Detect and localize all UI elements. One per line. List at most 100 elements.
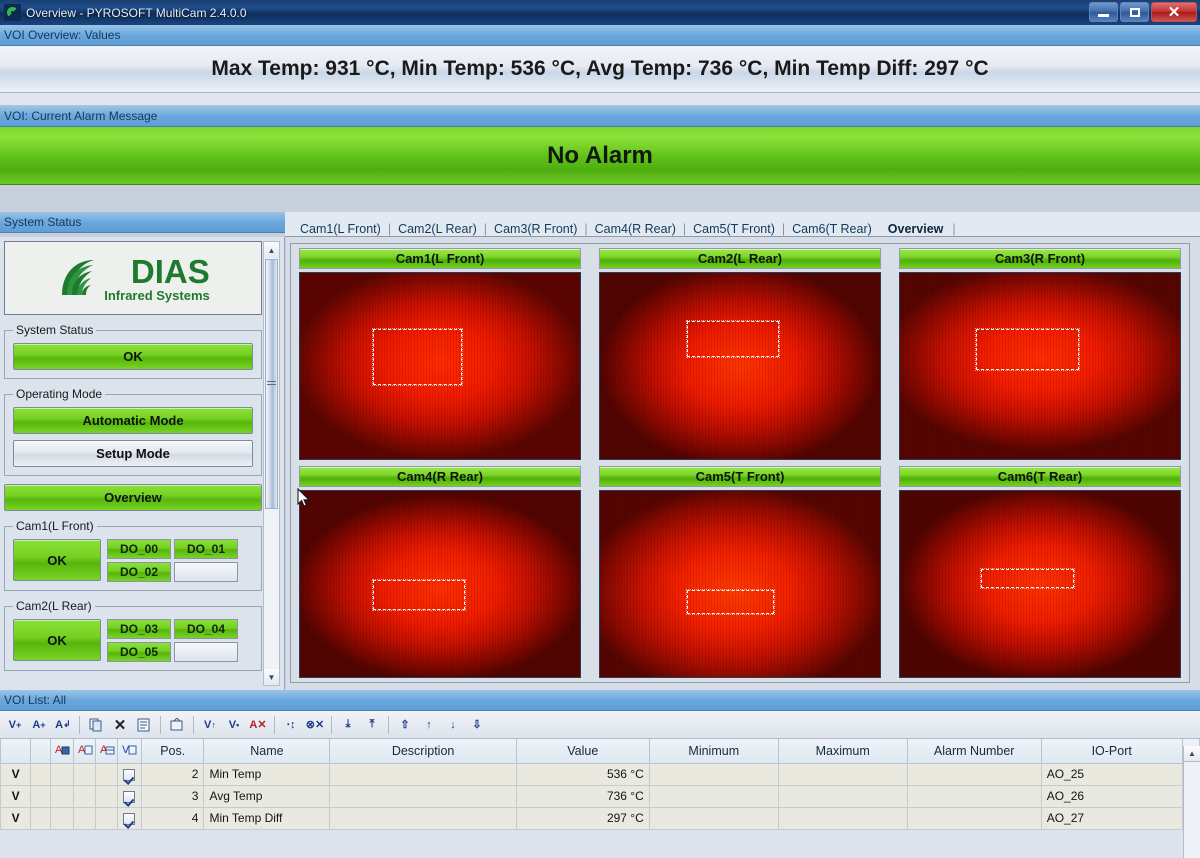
camera-title-cam5[interactable]: Cam5(T Front) [599,466,881,487]
move-up-icon[interactable]: ↑ [426,718,432,731]
sidebar-scroll-down-icon[interactable]: ▼ [264,669,279,685]
row-a-save[interactable] [50,784,74,808]
alarm-edit-icon[interactable]: A ↲ [55,718,71,731]
sidebar-scroll-thumb[interactable] [265,259,278,509]
camera-cell-cam6[interactable]: Cam6(T Rear) [895,466,1185,678]
thermal-image-cam3[interactable] [899,272,1181,460]
do-03[interactable]: DO_03 [107,619,171,639]
sort-icon[interactable]: ⋅↕ [286,719,296,731]
voi-show-icon[interactable]: V ↑ [204,718,216,731]
col-io-port[interactable]: IO-Port [1040,739,1183,764]
camera-cell-cam2[interactable]: Cam2(L Rear) [595,248,885,460]
camera-title-cam4[interactable]: Cam4(R Rear) [299,466,581,487]
maximize-button[interactable] [1120,2,1149,22]
row-visible-checkbox[interactable] [116,762,143,786]
clear-icon[interactable]: ⊗✕ [305,719,325,731]
system-status-value[interactable]: OK [13,343,253,370]
camera-title-cam2[interactable]: Cam2(L Rear) [599,248,881,269]
thermal-image-cam1[interactable] [299,272,581,460]
checkbox-icon[interactable] [123,768,136,781]
overview-button[interactable]: Overview [4,484,262,511]
minimize-button[interactable] [1089,2,1118,22]
row-a-table[interactable] [94,784,118,808]
close-button[interactable]: ✕ [1151,2,1197,22]
expand-all-icon[interactable]: ⤒ [369,718,375,730]
camera-cell-cam4[interactable]: Cam4(R Rear) [295,466,585,678]
tab-cam2[interactable]: Cam2(L Rear) [398,222,477,236]
tab-cam3[interactable]: Cam3(R Front) [494,222,578,236]
col-maximum[interactable]: Maximum [777,739,908,764]
setup-mode-button[interactable]: Setup Mode [13,440,253,467]
row-visible-checkbox[interactable] [116,806,143,830]
do-empty-2[interactable] [174,642,238,662]
do-01[interactable]: DO_01 [174,539,238,559]
roi-rectangle[interactable] [685,320,781,358]
do-00[interactable]: DO_00 [107,539,171,559]
sidebar-cam2-status[interactable]: OK [13,619,101,661]
thermal-image-cam2[interactable] [599,272,881,460]
camera-title-cam3[interactable]: Cam3(R Front) [899,248,1181,269]
col-a-table-icon[interactable]: A [94,739,118,764]
sidebar-cam1-status[interactable]: OK [13,539,101,581]
row-a-doc[interactable] [72,784,96,808]
camera-title-cam1[interactable]: Cam1(L Front) [299,248,581,269]
delete-icon[interactable]: ✕ [113,716,127,734]
col-value[interactable]: Value [515,739,650,764]
thermal-image-cam6[interactable] [899,490,1181,678]
roi-rectangle[interactable] [371,579,467,612]
voi-scroll-up-icon[interactable]: ▲ [1184,746,1200,762]
move-bottom-icon[interactable]: ⇩ [472,719,482,731]
tab-cam6[interactable]: Cam6(T Rear) [792,222,872,236]
col-name[interactable]: Name [203,739,331,764]
roi-rectangle[interactable] [371,327,464,386]
col-a-doc-icon[interactable]: A [72,739,96,764]
copy-icon[interactable] [85,714,107,736]
col-alarm-number[interactable]: Alarm Number [906,739,1042,764]
tab-cam4[interactable]: Cam4(R Rear) [594,222,676,236]
do-04[interactable]: DO_04 [174,619,238,639]
table-row[interactable]: V 3 Avg Temp 736 °C AO_26 [0,784,1200,808]
sidebar-scrollbar[interactable]: ▲ ▼ [263,241,280,686]
camera-cell-cam5[interactable]: Cam5(T Front) [595,466,885,678]
export-icon[interactable] [166,714,188,736]
sidebar-scroll-up-icon[interactable]: ▲ [264,242,279,258]
table-row[interactable]: V 4 Min Temp Diff 297 °C AO_27 [0,806,1200,830]
tab-cam1[interactable]: Cam1(L Front) [300,222,381,236]
col-marker[interactable] [0,739,32,764]
row-visible-checkbox[interactable] [116,784,143,808]
roi-rectangle[interactable] [685,588,775,615]
row-marker[interactable]: V [0,784,32,808]
col-v-check-icon[interactable]: V [116,739,143,764]
automatic-mode-button[interactable]: Automatic Mode [13,407,253,434]
col-blank[interactable] [30,739,52,764]
tab-cam5[interactable]: Cam5(T Front) [693,222,775,236]
camera-cell-cam1[interactable]: Cam1(L Front) [295,248,585,460]
row-a-doc[interactable] [72,762,96,786]
checkbox-icon[interactable] [123,812,136,825]
col-a-save-icon[interactable]: A [50,739,74,764]
properties-icon[interactable] [133,714,155,736]
thermal-image-cam5[interactable] [599,490,881,678]
move-top-icon[interactable]: ⇧ [400,719,410,731]
row-marker[interactable]: V [0,762,32,786]
row-marker[interactable]: V [0,806,32,830]
tab-overview[interactable]: Overview [887,222,944,236]
camera-cell-cam3[interactable]: Cam3(R Front) [895,248,1185,460]
row-a-doc[interactable] [72,806,96,830]
col-description[interactable]: Description [329,739,517,764]
row-a-table[interactable] [94,762,118,786]
do-05[interactable]: DO_05 [107,642,171,662]
do-empty-1[interactable] [174,562,238,582]
camera-title-cam6[interactable]: Cam6(T Rear) [899,466,1181,487]
col-pos[interactable]: Pos. [140,739,205,764]
checkbox-icon[interactable] [123,790,136,803]
row-a-table[interactable] [94,806,118,830]
table-row[interactable]: V 2 Min Temp 536 °C AO_25 [0,762,1200,786]
col-minimum[interactable]: Minimum [648,739,779,764]
voi-list-scrollbar[interactable]: ▲ [1183,746,1200,858]
thermal-image-cam4[interactable] [299,490,581,678]
row-a-save[interactable] [50,762,74,786]
window-titlebar[interactable]: Overview - PYROSOFT MultiCam 2.4.0.0 ✕ [0,0,1200,25]
row-a-save[interactable] [50,806,74,830]
roi-rectangle[interactable] [974,327,1081,371]
